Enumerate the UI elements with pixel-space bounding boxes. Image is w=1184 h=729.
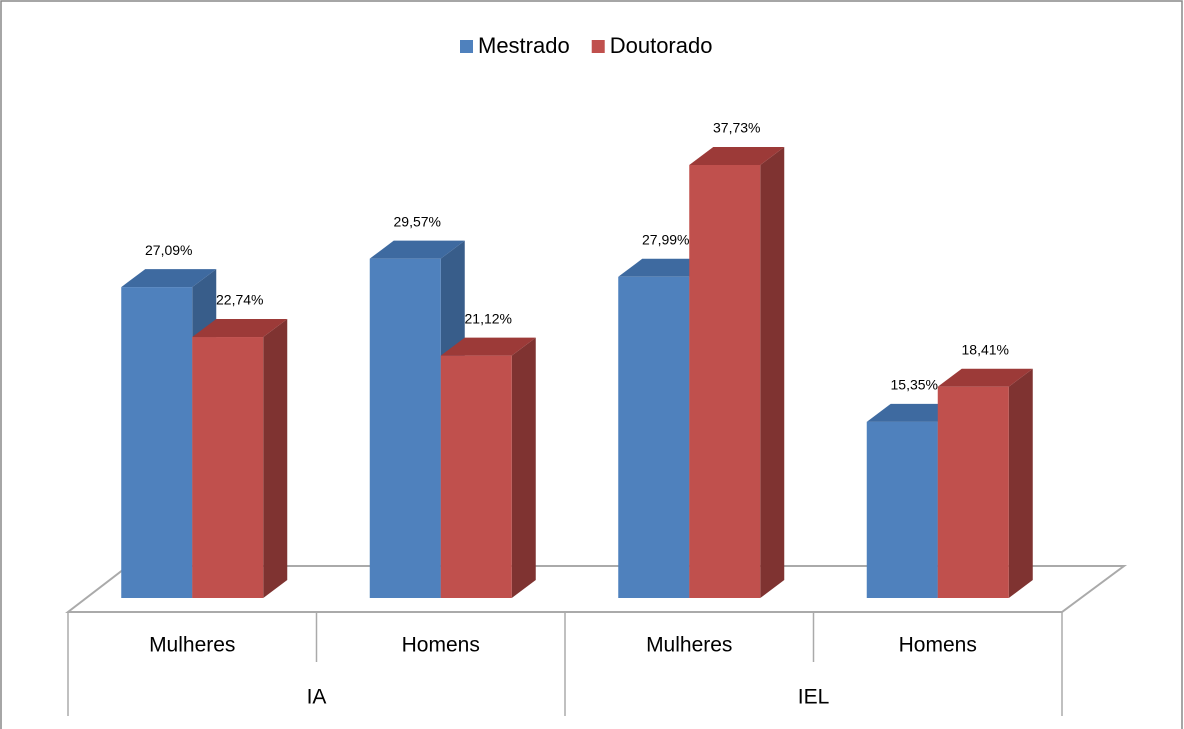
bar-top: [192, 319, 288, 338]
bar-side: [263, 319, 288, 598]
bar-side: [760, 147, 785, 598]
x-tick-label: Mulheres: [149, 634, 235, 657]
value-label: 27,99%: [642, 231, 689, 247]
value-label: 18,41%: [962, 341, 1009, 357]
legend-swatch: [591, 40, 605, 53]
bar-top: [121, 269, 217, 288]
x-tick-label: Homens: [402, 634, 480, 657]
group-label: IEL: [798, 686, 830, 709]
bar-top: [440, 337, 536, 356]
value-label: 29,57%: [394, 213, 441, 229]
legend-swatch: [460, 40, 473, 53]
bar: [689, 147, 785, 598]
bar-side: [1008, 368, 1033, 598]
legend-label: Mestrado: [478, 33, 570, 58]
bar-top: [369, 240, 465, 259]
bar-front: [369, 258, 441, 598]
bar-front: [192, 337, 264, 598]
bar-front: [121, 287, 193, 598]
bar-front: [440, 355, 512, 598]
x-tick-label: Homens: [899, 634, 977, 657]
bar-front: [937, 386, 1009, 598]
value-label: 27,09%: [145, 242, 192, 258]
value-label: 37,73%: [713, 120, 760, 136]
value-label: 15,35%: [891, 377, 938, 393]
bar: [440, 337, 536, 598]
bar-front: [689, 165, 761, 598]
bar-top: [689, 147, 785, 165]
value-label: 21,12%: [465, 310, 512, 326]
bar-top: [937, 368, 1033, 387]
legend-label: Doutorado: [610, 33, 713, 58]
group-label: IA: [307, 686, 327, 709]
floor: [65, 565, 1128, 613]
bar: [192, 319, 288, 598]
bar: [937, 368, 1033, 598]
bar-front: [866, 421, 938, 598]
bar-side: [511, 337, 536, 598]
x-tick-label: Mulheres: [646, 634, 732, 657]
bar-front: [618, 276, 690, 598]
value-label: 22,74%: [216, 292, 263, 308]
